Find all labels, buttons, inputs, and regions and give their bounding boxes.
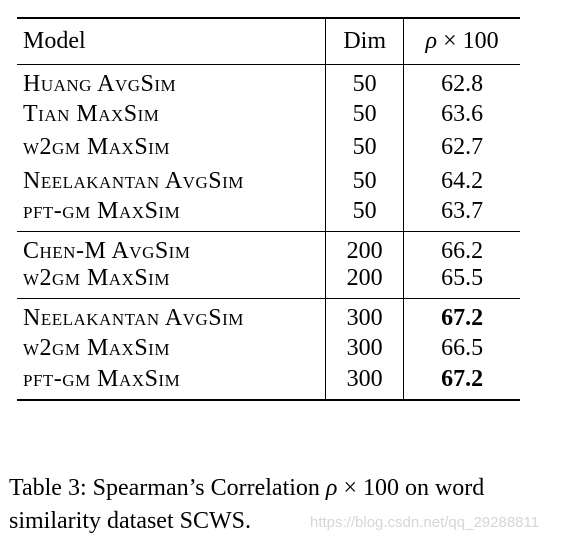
cell-rho: 62.8 [403, 64, 520, 98]
cell-model: pft-gm MaxSim [23, 365, 181, 392]
cell-dim: 50 [325, 164, 404, 198]
cell-model: pft-gm MaxSim [23, 198, 181, 224]
table-header: Model Dim ρ × 100 [17, 18, 520, 64]
cell-rho: 65.5 [403, 265, 520, 299]
cell-dim: 50 [325, 198, 404, 232]
cell-model: Neelakantan AvgSim [23, 167, 244, 194]
cell-model: Neelakantan AvgSim [23, 305, 244, 331]
cell-rho: 63.7 [403, 198, 520, 232]
table-row: w2gm MaxSim 50 62.7 [17, 131, 520, 165]
cell-dim: 300 [325, 298, 404, 332]
header-row: Model Dim ρ × 100 [17, 18, 520, 64]
table-group-1: Huang AvgSim 50 62.8 Tian MaxSim 50 63.6 w2gm … [17, 64, 520, 232]
cell-rho: 62.7 [403, 131, 520, 165]
cell-rho: 66.2 [403, 231, 520, 265]
cell-rho: 67.2 [403, 365, 520, 400]
cell-model: Chen-M AvgSim [23, 238, 191, 264]
cell-model: Huang AvgSim [23, 70, 177, 97]
table-row: Neelakantan AvgSim 50 64.2 [17, 164, 520, 198]
results-table: Model Dim ρ × 100 Huang AvgSim 50 62.8 Tian… [17, 17, 520, 401]
header-model: Model [23, 27, 86, 54]
results-table-container: Model Dim ρ × 100 Huang AvgSim 50 62.8 Tian… [17, 17, 520, 401]
table-row: Huang AvgSim 50 62.8 [17, 64, 520, 98]
header-dim: Dim [325, 18, 404, 64]
caption-suffix: × 100 on word similarity dataset SCWS. [9, 475, 485, 534]
table-caption: Table 3: Spearman’s Correlation ρ × 100 … [9, 472, 559, 538]
cell-rho: 66.5 [403, 332, 520, 366]
header-rho-symbol: ρ [425, 27, 438, 54]
table-group-2: Chen-M AvgSim 200 66.2 w2gm MaxSim 200 65.5 [17, 231, 520, 299]
cell-dim: 300 [325, 365, 404, 400]
cell-dim: 200 [325, 231, 404, 265]
table-row: pft-gm MaxSim 50 63.7 [17, 198, 520, 232]
table-row: w2gm MaxSim 300 66.5 [17, 332, 520, 366]
header-rho-rest: × 100 [437, 27, 499, 54]
table-row: Neelakantan AvgSim 300 67.2 [17, 298, 520, 332]
cell-rho: 67.2 [403, 298, 520, 332]
caption-prefix: Table 3: Spearman’s Correlation [9, 475, 326, 501]
header-rho: ρ × 100 [403, 18, 520, 64]
watermark: https://blog.csdn.net/qq_29288811 [310, 514, 540, 531]
table-group-3: Neelakantan AvgSim 300 67.2 w2gm MaxSim 300 6… [17, 298, 520, 400]
cell-dim: 300 [325, 332, 404, 366]
cell-rho: 63.6 [403, 97, 520, 131]
cell-dim: 50 [325, 97, 404, 131]
cell-model: w2gm MaxSim [23, 335, 170, 362]
table-row: Chen-M AvgSim 200 66.2 [17, 231, 520, 265]
cell-model: w2gm MaxSim [23, 134, 170, 161]
table-row: w2gm MaxSim 200 65.5 [17, 265, 520, 299]
caption-rho: ρ [325, 475, 338, 501]
table-row: Tian MaxSim 50 63.6 [17, 97, 520, 131]
cell-dim: 50 [325, 64, 404, 98]
table-row: pft-gm MaxSim 300 67.2 [17, 365, 520, 400]
cell-dim: 200 [325, 265, 404, 299]
cell-rho: 64.2 [403, 164, 520, 198]
cell-model: Tian MaxSim [23, 100, 160, 127]
cell-model: w2gm MaxSim [23, 265, 170, 291]
cell-dim: 50 [325, 131, 404, 165]
